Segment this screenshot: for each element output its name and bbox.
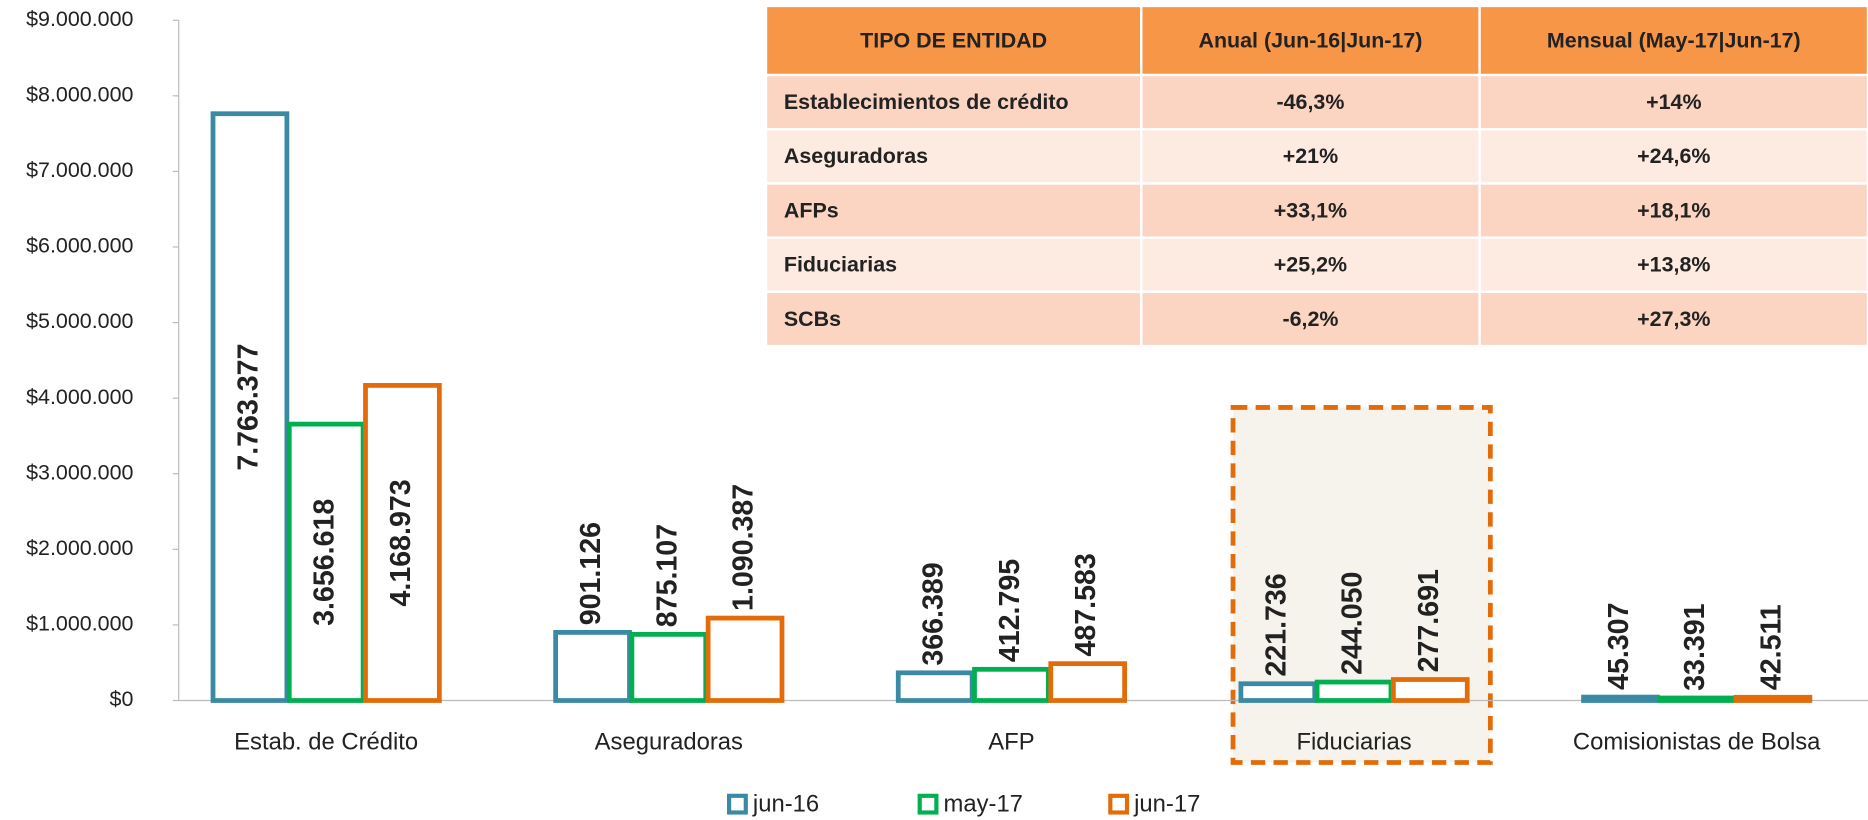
table-header-text: Anual (Jun-16|Jun-17): [1198, 28, 1422, 52]
bar: [1048, 661, 1127, 703]
data-label: 487.583: [1070, 553, 1102, 656]
x-tick-label: AFP: [988, 729, 1034, 756]
bar: [972, 666, 1051, 703]
table-header-cell: [1478, 4, 1868, 77]
data-label: 244.050: [1337, 572, 1369, 675]
bar: [895, 670, 975, 703]
table-cell-text: Fiduciarias: [784, 253, 897, 277]
bar: [286, 421, 366, 703]
bar: [553, 630, 632, 703]
x-tick-label: Estab. de Crédito: [234, 729, 418, 756]
data-label: 875.107: [651, 524, 683, 627]
bar: [1733, 694, 1813, 703]
y-tick-label: $3.000.000: [26, 460, 133, 484]
table-header-cell: [764, 4, 1143, 77]
y-tick-label: $2.000.000: [26, 536, 133, 560]
table-cell-text: +14%: [1646, 90, 1701, 114]
x-tick-label: Fiduciarias: [1296, 729, 1411, 756]
table-cell-text: +25,2%: [1274, 253, 1347, 277]
table-cell: [1140, 73, 1481, 131]
y-tick-label: $6.000.000: [26, 234, 133, 258]
table-cell-text: +24,6%: [1637, 144, 1710, 168]
legend-label: may-17: [944, 791, 1023, 818]
table-cell: [1140, 128, 1481, 185]
data-label: 221.736: [1260, 573, 1292, 676]
y-tick-label: $4.000.000: [26, 385, 133, 409]
x-tick-label: Aseguradoras: [595, 729, 743, 756]
data-label: 7.763.377: [232, 344, 264, 471]
data-label: 45.307: [1603, 603, 1635, 690]
table-cell-text: +27,3%: [1637, 307, 1710, 331]
bar: [1390, 677, 1470, 703]
bar: [1238, 681, 1318, 703]
table-cell-text: -6,2%: [1282, 307, 1338, 331]
table-cell-text: Aseguradoras: [784, 144, 928, 168]
table-cell-text: +33,1%: [1274, 198, 1347, 222]
data-label: 1.090.387: [728, 484, 760, 611]
y-tick-label: $5.000.000: [26, 309, 133, 333]
data-label: 42.511: [1755, 604, 1787, 690]
table-header-text: TIPO DE ENTIDAD: [860, 28, 1047, 52]
table-cell: [1478, 128, 1868, 185]
table-cell-text: AFPs: [784, 198, 839, 222]
table-cell-text: +13,8%: [1637, 253, 1710, 277]
bar: [705, 615, 785, 703]
table-cell: [1478, 290, 1868, 348]
table-cell-text: -46,3%: [1276, 90, 1344, 114]
y-tick-label: $8.000.000: [26, 82, 133, 106]
bar: [210, 111, 290, 703]
y-tick-label: $9.000.000: [26, 7, 133, 31]
legend-label: jun-17: [1133, 791, 1200, 818]
legend-swatch: [1108, 793, 1130, 815]
highlight-box: [1230, 405, 1493, 765]
y-tick-label: $0: [110, 687, 134, 711]
table-cell: [1140, 290, 1481, 348]
table-header-text: Mensual (May-17|Jun-17): [1547, 28, 1801, 52]
bar: [629, 631, 709, 703]
data-label: 277.691: [1413, 569, 1445, 672]
data-label: 901.126: [575, 522, 607, 625]
data-label: 33.391: [1679, 603, 1711, 691]
bar: [1657, 695, 1737, 703]
legend-label: jun-16: [752, 791, 819, 818]
data-label: 3.656.618: [309, 499, 341, 626]
table-cell-text: +21%: [1283, 144, 1338, 168]
bar: [1314, 679, 1394, 703]
bar: [363, 383, 442, 703]
table-cell-text: Establecimientos de crédito: [784, 90, 1069, 114]
data-label: 366.389: [918, 562, 950, 665]
y-tick-label: $1.000.000: [26, 612, 133, 636]
bar: [1581, 694, 1660, 703]
x-tick-label: Comisionistas de Bolsa: [1573, 729, 1821, 756]
legend-swatch: [727, 793, 748, 815]
data-label: 412.795: [994, 559, 1026, 662]
table-cell: [1478, 73, 1868, 131]
table-cell-text: +18,1%: [1637, 198, 1710, 222]
y-tick-label: $7.000.000: [26, 158, 133, 182]
table-cell: [1140, 236, 1481, 294]
legend-swatch: [917, 793, 939, 815]
data-label: 4.168.973: [385, 479, 417, 606]
table-cell-text: SCBs: [784, 307, 841, 331]
